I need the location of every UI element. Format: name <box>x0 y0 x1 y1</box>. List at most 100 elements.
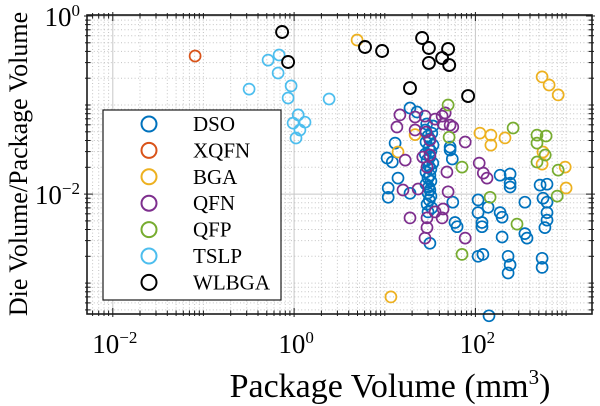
data-point-QFN <box>458 135 472 149</box>
data-point-WLBGA <box>461 89 476 104</box>
data-point-BGA <box>559 181 573 195</box>
data-point-DSO <box>501 266 515 280</box>
data-point-DSO <box>381 181 395 195</box>
data-point-WLBGA <box>435 51 450 66</box>
data-point-QFN <box>420 211 434 225</box>
data-point-BGA <box>484 128 498 142</box>
data-point-BGA <box>484 138 498 152</box>
legend-label-WLBGA: WLBGA <box>193 270 271 294</box>
data-point-QFN <box>418 231 432 245</box>
data-point-DSO <box>450 220 464 234</box>
data-point-QFN <box>440 165 454 179</box>
data-point-DSO <box>421 205 435 219</box>
data-point-DSO <box>503 176 517 190</box>
data-point-DSO <box>425 126 439 140</box>
data-point-DSO <box>535 251 549 265</box>
data-point-DSO <box>538 221 552 234</box>
data-point-QFP <box>442 130 456 144</box>
data-point-QFP <box>455 160 469 174</box>
data-point-DSO <box>533 178 547 192</box>
data-point-DSO <box>540 206 554 219</box>
data-point-DSO <box>520 231 534 245</box>
data-point-DSO <box>475 220 489 234</box>
data-point-DSO <box>495 210 509 224</box>
series-WLBGA <box>275 25 476 104</box>
data-point-TSLP <box>286 116 300 130</box>
data-point-QFN <box>403 211 417 225</box>
data-point-QFN <box>420 160 434 174</box>
legend-marker-TSLP <box>140 247 158 265</box>
data-point-TSLP <box>242 82 256 96</box>
data-point-QFN <box>390 120 404 134</box>
data-point-QFP <box>441 98 455 112</box>
legend-marker-QFN <box>140 194 158 212</box>
series-TSLP <box>242 48 336 145</box>
data-point-DSO <box>388 136 402 150</box>
data-point-DSO <box>446 195 460 209</box>
data-point-WLBGA <box>358 40 372 54</box>
data-point-DSO <box>482 309 496 323</box>
data-point-WLBGA <box>415 31 430 45</box>
series-QFP <box>441 98 565 261</box>
data-point-DSO <box>385 155 399 169</box>
y-tick-label-1e0: 100 <box>45 1 81 32</box>
y-tick-label-1e-2: 10−2 <box>35 179 80 210</box>
legend-label-BGA: BGA <box>193 165 238 189</box>
data-point-QFP <box>530 155 544 169</box>
data-point-QFN <box>419 125 433 139</box>
data-point-TSLP <box>284 79 298 93</box>
data-point-BGA <box>558 160 572 174</box>
data-point-QFP <box>510 217 524 231</box>
data-point-XQFN <box>188 49 202 63</box>
data-point-QFN <box>423 148 437 162</box>
data-point-QFN <box>441 185 455 199</box>
series-QFN <box>390 106 494 245</box>
data-point-BGA <box>542 78 556 92</box>
data-point-BGA <box>391 145 405 159</box>
x-tick-label-1e-2: 10−2 <box>92 328 137 359</box>
data-point-QFN <box>436 202 450 216</box>
x-axis-label: Package Volume (mm3) <box>230 365 551 405</box>
data-point-QFP <box>483 190 497 204</box>
data-point-DSO <box>423 183 437 197</box>
legend-marker-QFP <box>140 221 158 239</box>
data-point-TSLP <box>289 131 303 145</box>
data-point-TSLP <box>272 48 286 62</box>
data-point-DSO <box>475 216 489 229</box>
data-point-QFN <box>435 109 449 123</box>
data-point-QFN <box>393 108 407 122</box>
data-point-DSO <box>501 249 515 263</box>
data-point-TSLP <box>293 123 307 137</box>
data-point-DSO <box>518 195 532 209</box>
legend-label-QFP: QFP <box>193 218 232 242</box>
data-point-WLBGA <box>403 81 417 96</box>
data-point-DSO <box>535 261 549 274</box>
data-point-DSO <box>391 171 405 185</box>
data-point-QFP <box>506 121 520 135</box>
legend-marker-WLBGA <box>140 273 158 291</box>
data-point-DSO <box>445 152 459 166</box>
x-tick-label-1e2: 102 <box>460 328 496 359</box>
data-point-WLBGA <box>275 25 290 39</box>
legend-box <box>102 109 282 301</box>
data-point-DSO <box>493 168 507 182</box>
data-point-DSO <box>471 249 485 263</box>
data-point-QFN <box>480 171 494 185</box>
data-point-WLBGA <box>281 55 296 69</box>
data-point-TSLP <box>281 91 295 105</box>
legend-marker-DSO <box>140 115 158 133</box>
data-point-QFP <box>551 163 565 177</box>
data-point-QFN <box>408 110 422 124</box>
data-point-WLBGA <box>375 44 390 58</box>
data-point-WLBGA <box>442 58 457 73</box>
data-point-QFP <box>530 136 544 150</box>
data-point-QFP <box>538 148 552 162</box>
data-point-QFN <box>411 182 425 196</box>
data-point-QFN <box>396 183 410 197</box>
data-point-BGA <box>350 33 364 47</box>
data-point-QFN <box>443 118 457 132</box>
data-point-QFN <box>423 133 437 147</box>
